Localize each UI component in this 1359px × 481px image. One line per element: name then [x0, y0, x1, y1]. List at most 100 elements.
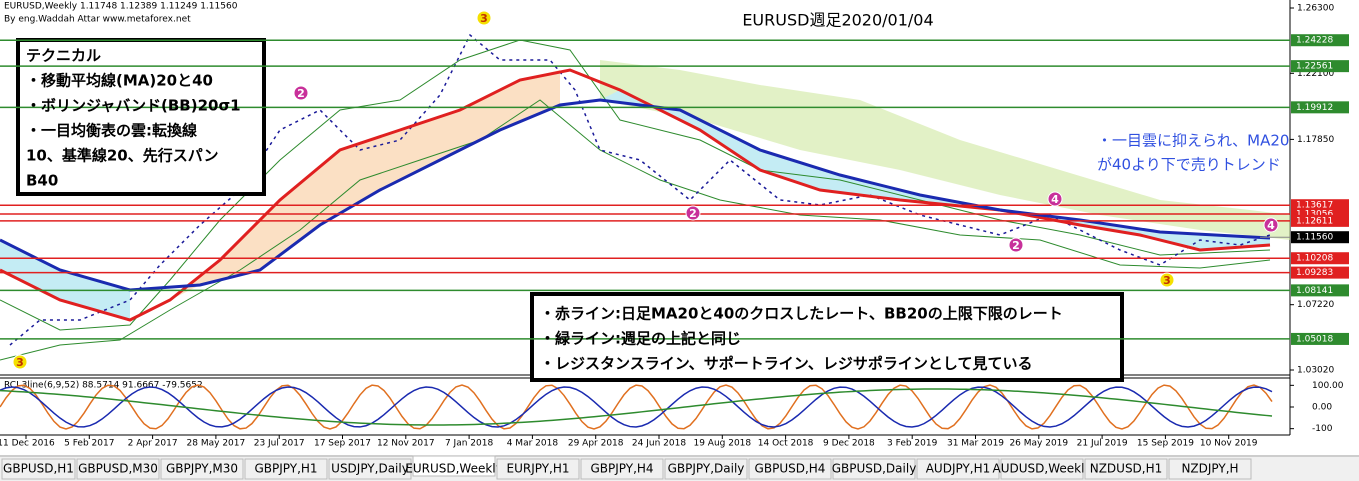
- x-tick-label: 19 Aug 2018: [693, 439, 751, 449]
- tab[interactable]: [76, 458, 160, 480]
- wave-marker: [293, 85, 309, 101]
- level-tag: [1291, 214, 1349, 227]
- rci-tick-label: -100: [1312, 424, 1333, 434]
- x-tick-label: 24 Jun 2018: [632, 439, 686, 449]
- level-tag: [1291, 332, 1349, 345]
- level-tag: [1291, 266, 1349, 279]
- wave-marker-label: 2: [297, 87, 305, 100]
- tab-label[interactable]: NZDJPY,H: [1181, 462, 1238, 476]
- y-tick-label: 1.03020: [1297, 366, 1334, 376]
- tab-label[interactable]: EURJPY,H1: [506, 462, 569, 476]
- x-tick-label: 23 Jul 2017: [254, 439, 305, 449]
- level-label: 1.13617: [1296, 201, 1333, 211]
- level-label: 1.12611: [1296, 216, 1333, 226]
- wave-marker-label: 3: [480, 12, 488, 25]
- tab[interactable]: [1084, 458, 1168, 480]
- tab-label[interactable]: GBPJPY,Daily: [668, 462, 745, 476]
- x-tick-label: 10 Nov 2019: [1200, 439, 1258, 449]
- box-line: ・レジスタンスライン、サポートライン、レジサポラインとして見ている: [540, 355, 1032, 373]
- y-tick-label: 1.07220: [1297, 300, 1334, 310]
- x-tick-label: 5 Feb 2017: [64, 439, 114, 449]
- x-tick-label: 29 Apr 2018: [568, 439, 624, 449]
- current-price-label: 1.11560: [1296, 233, 1333, 243]
- x-tick-label: 17 Sep 2017: [314, 439, 371, 449]
- wave-marker: [476, 10, 492, 26]
- level-label: 1.09283: [1296, 268, 1333, 278]
- blue-note-line: が40より下で売りトレンド: [1097, 156, 1281, 174]
- x-tick-label: 31 Mar 2019: [947, 439, 1004, 449]
- x-tick-label: 21 Jul 2019: [1077, 439, 1128, 449]
- rci-long: [0, 388, 1273, 426]
- tab-label[interactable]: GBPUSD,H1: [3, 462, 74, 476]
- bollinger-band: [0, 99, 1271, 361]
- tab[interactable]: [1000, 458, 1084, 480]
- y-tick-label: 1.26300: [1297, 4, 1334, 14]
- level-tag: [1291, 252, 1349, 265]
- wave-marker-label: 3: [16, 356, 24, 369]
- note-line: テクニカル: [26, 47, 101, 65]
- tab-label[interactable]: GBPJPY,H4: [590, 462, 653, 476]
- tab-label[interactable]: GBPUSD,M30: [78, 462, 158, 476]
- tab[interactable]: [664, 458, 748, 480]
- level-label: 1.19912: [1296, 103, 1333, 113]
- box-line: ・緑ライン:週足の上記と同じ: [540, 330, 741, 348]
- note-line: ・ボリンジャバンド(BB)20σ1: [26, 97, 241, 115]
- note-line: 10、基準線20、先行スパン: [26, 147, 219, 165]
- rci-short: [0, 384, 1273, 430]
- rci-tick-label: 100.00: [1312, 381, 1344, 391]
- wave-marker-label: 3: [1163, 274, 1171, 287]
- tab[interactable]: [1168, 458, 1252, 480]
- x-tick-label: 14 Oct 2018: [758, 439, 814, 449]
- tab[interactable]: [160, 458, 244, 480]
- x-tick-label: 2 Apr 2017: [128, 439, 178, 449]
- rci-panel: 100.00 0.00 -100 RCI 3line(6,9,52) 88.5714 …: [0, 381, 1344, 434]
- level-tag: [1291, 101, 1349, 114]
- level-tag: [1291, 60, 1349, 73]
- chart-header: EURUSD,Weekly 1.11748 1.12389 1.11249 1.…: [4, 2, 238, 12]
- tab[interactable]: [916, 458, 1000, 480]
- tab-label[interactable]: GBPJPY,M30: [166, 462, 238, 476]
- tab[interactable]: [580, 458, 664, 480]
- x-tick-label: 15 Sep 2019: [1137, 439, 1194, 449]
- tab[interactable]: [496, 458, 580, 480]
- rci-tick-label: 0.00: [1312, 403, 1332, 413]
- level-tag: [1291, 284, 1349, 297]
- tab-label[interactable]: GBPUSD,H4: [755, 462, 826, 476]
- tab-label[interactable]: AUDUSD,Weekly: [993, 462, 1092, 476]
- level-label: 1.08141: [1296, 286, 1333, 296]
- box-line: ・赤ライン:日足MA20と40のクロスしたレート、BB20の上限下限のレート: [540, 305, 1063, 323]
- tab-label[interactable]: EURUSD,Weekly: [405, 462, 502, 476]
- wave-marker: [1263, 217, 1279, 233]
- tab-label[interactable]: NZDUSD,H1: [1090, 462, 1163, 476]
- wave-marker: [1159, 272, 1175, 288]
- tab-label[interactable]: USDJPY,Daily: [331, 462, 409, 476]
- level-label: 1.22561: [1296, 62, 1333, 72]
- tab[interactable]: [244, 458, 328, 480]
- ma40: [0, 98, 1271, 292]
- chart-title: EURUSD週足2020/01/04: [742, 11, 933, 30]
- blue-note-line: ・一目雲に抑えられ、MA20: [1097, 132, 1289, 150]
- tab[interactable]: [748, 458, 832, 480]
- x-tick-label: 12 Nov 2017: [377, 439, 435, 449]
- tab[interactable]: [832, 458, 916, 480]
- tab[interactable]: [412, 455, 496, 477]
- tab[interactable]: [328, 458, 412, 480]
- note-line: B40: [26, 172, 58, 190]
- level-label: 1.10208: [1296, 254, 1333, 264]
- x-tick-label: 3 Feb 2019: [887, 439, 938, 449]
- wave-marker: [1008, 237, 1024, 253]
- tab-label[interactable]: GBPJPY,H1: [254, 462, 317, 476]
- credit: By eng.Waddah Attar www.metaforex.net: [4, 15, 191, 25]
- level-label: 1.05018: [1296, 334, 1333, 344]
- tab-label[interactable]: GBPUSD,Daily: [832, 462, 917, 476]
- x-tick-label: 7 Jan 2018: [445, 439, 493, 449]
- note-line: ・移動平均線(MA)20と40: [26, 72, 213, 90]
- rci-label: RCI 3line(6,9,52) 88.5714 91.6667 -79.56…: [4, 381, 203, 391]
- tab[interactable]: [1, 458, 76, 480]
- tab-label[interactable]: AUDJPY,H1: [926, 462, 991, 476]
- y-tick-label: 1.17850: [1297, 135, 1334, 145]
- wave-marker-label: 2: [689, 207, 697, 220]
- x-tick-label: 11 Dec 2016: [0, 439, 55, 449]
- note-line: ・一目均衡表の雲:転換線: [26, 122, 197, 140]
- level-label: 1.13056: [1296, 209, 1333, 219]
